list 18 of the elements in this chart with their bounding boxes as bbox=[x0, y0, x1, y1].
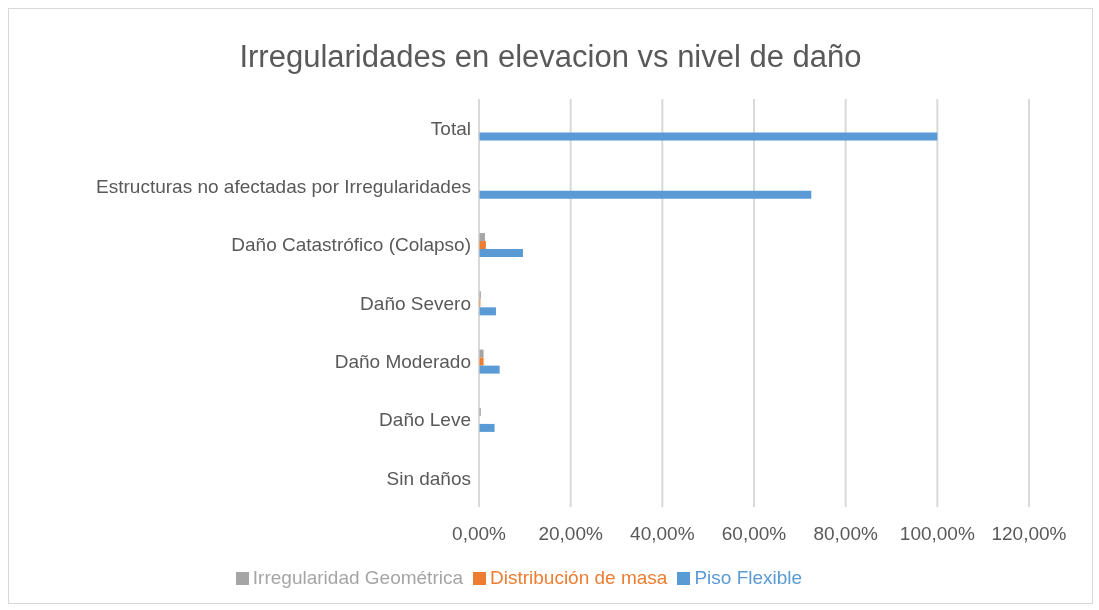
x-tick-label: 20,00% bbox=[538, 523, 603, 545]
y-tick-label: Daño Moderado bbox=[334, 351, 471, 373]
legend-label: Distribución de masa bbox=[490, 567, 668, 588]
x-tick-label: 80,00% bbox=[813, 523, 878, 545]
x-tick-label: 0,00% bbox=[452, 523, 507, 545]
x-tick-label: 120,00% bbox=[991, 523, 1067, 545]
legend-label: Irregularidad Geométrica bbox=[252, 567, 463, 588]
x-tick-label: 40,00% bbox=[630, 523, 695, 545]
y-tick-label: Sin daños bbox=[386, 467, 471, 489]
y-tick-label: Total bbox=[430, 117, 471, 139]
y-tick-label: Estructuras no afectadas por Irregularidades bbox=[96, 176, 471, 198]
y-tick-label: Daño Catastrófico (Colapso) bbox=[231, 234, 471, 256]
y-tick-label: Daño Leve bbox=[379, 409, 471, 431]
legend-label: Piso Flexible bbox=[694, 567, 803, 588]
x-tick-label: 100,00% bbox=[899, 523, 975, 545]
x-tick-label: 60,00% bbox=[721, 523, 787, 545]
y-tick-label: Daño Severo bbox=[360, 292, 471, 314]
chart-title: Irregularidades en elevacion vs nivel de daño bbox=[238, 39, 863, 76]
